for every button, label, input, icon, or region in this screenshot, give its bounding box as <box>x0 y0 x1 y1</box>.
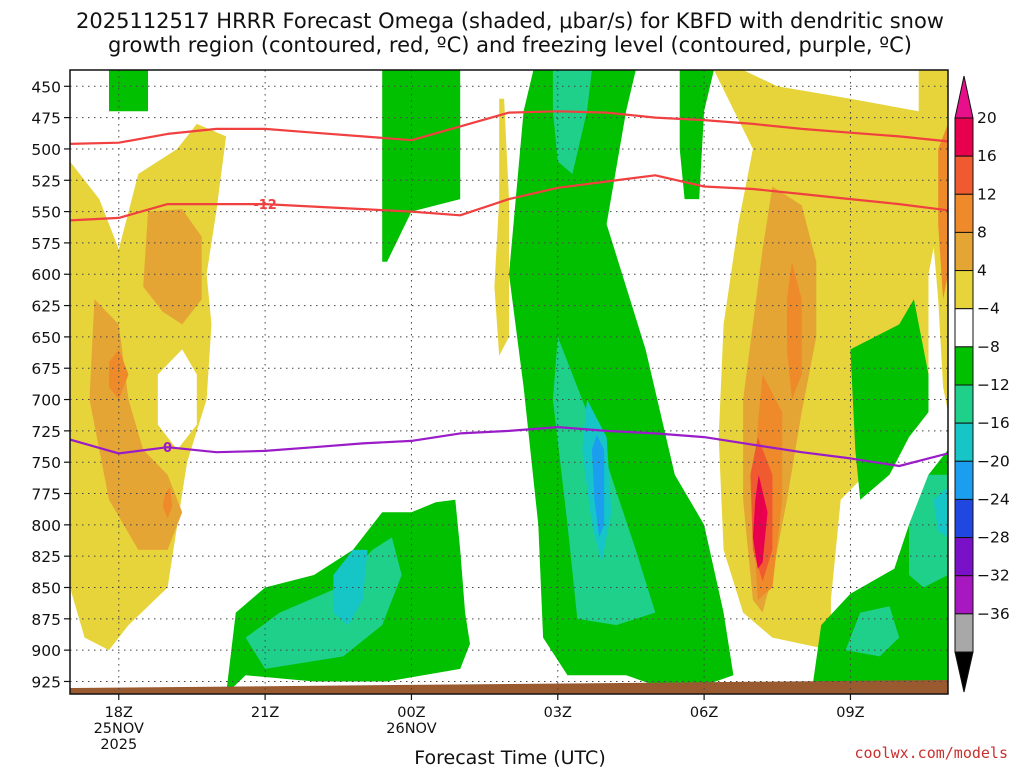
colorbar-label-3: 8 <box>977 223 987 241</box>
y-tick-label-825: 825 <box>31 548 61 566</box>
x-tick-label-18Z-3: 2025 <box>100 737 137 753</box>
plot-frame <box>69 69 949 695</box>
y-tick-label-900: 900 <box>31 642 61 660</box>
colorbar-label-4: 4 <box>977 262 987 280</box>
omega-band-2 <box>494 98 509 356</box>
omega-band-21 <box>811 449 948 694</box>
y-tick-label-725: 725 <box>31 423 61 441</box>
colorbar-swatch-11 <box>954 537 974 577</box>
colorbar-label-5: −4 <box>977 300 1000 318</box>
contour-dgz-top <box>70 110 948 145</box>
y-tick-label-600: 600 <box>31 266 61 284</box>
x-axis-label: Forecast Time (UTC) <box>414 747 605 768</box>
colorbar-swatch-1 <box>954 155 974 195</box>
colorbar-label-11: −28 <box>977 529 1010 547</box>
chart-title-line1: 2025112517 HRRR Forecast Omega (shaded, … <box>76 9 944 33</box>
x-tick-label-09Z-1: 09Z <box>836 705 864 721</box>
omega-band-3 <box>509 70 734 694</box>
y-tick-label-550: 550 <box>31 204 61 222</box>
colorbar-label-6: −8 <box>977 338 1000 356</box>
omega-band-29 <box>162 487 173 519</box>
colorbar-top-arrow <box>954 75 974 119</box>
omega-band-30 <box>157 349 197 450</box>
colorbar-label-10: −24 <box>977 490 1010 508</box>
omega-band-0 <box>109 70 148 112</box>
colorbar-swatch-6 <box>954 346 974 386</box>
omega-band-15 <box>850 299 929 500</box>
x-tick-label-00Z-2: 26NOV <box>386 721 436 737</box>
omega-band-27 <box>143 209 202 325</box>
y-tick-label-475: 475 <box>31 110 61 128</box>
colorbar: 20 16 12 8 4 −4 −8 −12 −16 −20 −24 −28 −32 −36 <box>954 75 1010 693</box>
omega-band-28 <box>109 349 129 400</box>
x-tick-label-06Z-1: 06Z <box>690 705 718 721</box>
colorbar-label-7: −12 <box>977 376 1010 394</box>
x-tick-label-18Z-1: 18Z <box>105 705 133 721</box>
colorbar-label-8: −16 <box>977 414 1010 432</box>
contour-freezing-level <box>70 426 948 468</box>
colorbar-label-2: 12 <box>977 185 997 203</box>
colorbar-label-9: −20 <box>977 452 1010 470</box>
omega-band-4 <box>552 70 592 174</box>
colorbar-swatch-4 <box>954 270 974 310</box>
grid-lines <box>70 70 948 694</box>
omega-band-12 <box>787 261 802 400</box>
contour-label-dgz-bottom: -12 <box>253 198 277 213</box>
y-tick-label-850: 850 <box>31 579 61 597</box>
colorbar-swatch-8 <box>954 422 974 462</box>
colorbar-swatch-2 <box>954 193 974 233</box>
colorbar-label-12: −32 <box>977 567 1010 585</box>
y-tick-label-450: 450 <box>31 78 61 96</box>
y-tick-label-500: 500 <box>31 141 61 159</box>
y-tick-label-775: 775 <box>31 486 61 504</box>
y-tick-label-650: 650 <box>31 329 61 347</box>
contour-dgz-bottom <box>70 174 948 222</box>
omega-band-14 <box>752 474 768 569</box>
contour-label-freezing-level: 0 <box>163 441 172 456</box>
y-tick-label-800: 800 <box>31 517 61 535</box>
y-tick-label-525: 525 <box>31 172 61 190</box>
y-tick-label-625: 625 <box>31 298 61 316</box>
y-tick-label-750: 750 <box>31 454 61 472</box>
x-tick-label-18Z-2: 25NOV <box>94 721 144 737</box>
omega-band-8 <box>679 70 714 200</box>
omega-band-20 <box>333 549 368 626</box>
credit-text: coolwx.com/models <box>854 744 1008 762</box>
colorbar-label-13: −36 <box>977 605 1010 623</box>
chart-title-line2: growth region (contoured, red, ºC) and f… <box>108 33 912 57</box>
y-axis: 450 475 500 525 550 575 600 625 650 675 700 725 750 7… <box>31 78 70 691</box>
colorbar-label-0: 20 <box>977 109 997 127</box>
y-tick-label-575: 575 <box>31 235 61 253</box>
y-tick-label-925: 925 <box>31 673 61 691</box>
colorbar-swatch-13 <box>954 613 974 653</box>
y-tick-label-675: 675 <box>31 360 61 378</box>
omega-band-22 <box>845 606 900 657</box>
ground-strip <box>70 680 948 694</box>
colorbar-swatch-12 <box>954 575 974 615</box>
x-tick-label-03Z-1: 03Z <box>544 705 572 721</box>
omega-band-1 <box>382 70 461 262</box>
colorbar-swatch-10 <box>954 498 974 539</box>
omega-band-17 <box>938 123 948 300</box>
colorbar-swatch-5 <box>954 308 974 348</box>
x-tick-label-21Z-1: 21Z <box>251 705 279 721</box>
omega-shading <box>70 70 948 694</box>
colorbar-label-1: 16 <box>977 147 997 165</box>
colorbar-swatch-7 <box>954 384 974 424</box>
y-tick-label-700: 700 <box>31 392 61 410</box>
x-tick-label-00Z-1: 00Z <box>397 705 425 721</box>
omega-band-24 <box>933 487 948 538</box>
colorbar-swatch-0 <box>954 117 974 157</box>
colorbar-swatch-3 <box>954 231 974 272</box>
omega-band-7 <box>591 434 605 538</box>
colorbar-swatch-9 <box>954 460 974 500</box>
y-tick-label-875: 875 <box>31 611 61 629</box>
contour-lines: -12 0 <box>70 110 948 468</box>
colorbar-bottom-arrow <box>954 651 974 693</box>
